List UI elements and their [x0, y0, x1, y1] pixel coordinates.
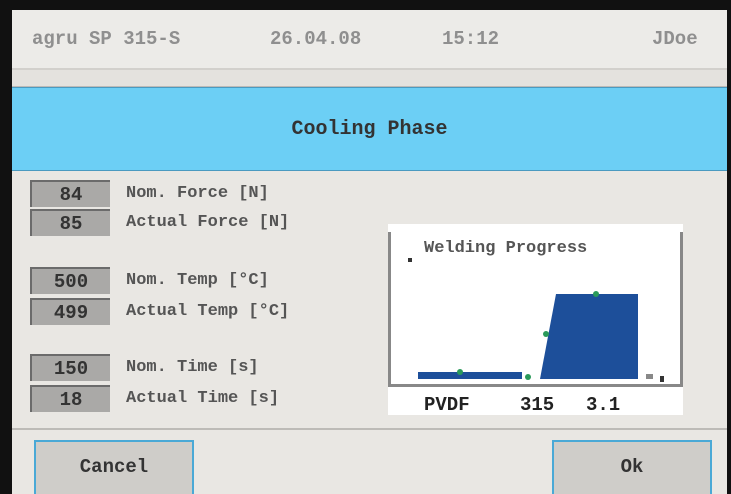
cursor	[660, 376, 664, 382]
user: JDoe	[652, 28, 698, 50]
value-box: 18	[30, 385, 110, 412]
band	[12, 70, 727, 87]
value-label: Actual Force [N]	[126, 213, 290, 232]
diameter: 315	[520, 394, 554, 415]
value-box: 85	[30, 209, 110, 236]
progress-panel: Welding Progress PVDF 315 3.1	[388, 224, 683, 415]
date: 26.04.08	[270, 28, 362, 50]
point	[593, 291, 599, 297]
time: 15:12	[442, 28, 500, 50]
material: PVDF	[424, 394, 470, 415]
value-label: Actual Temp [°C]	[126, 302, 290, 321]
frame-right	[680, 232, 683, 387]
value-label: Nom. Time [s]	[126, 358, 259, 377]
point	[457, 369, 463, 375]
end-marker	[646, 374, 653, 379]
frame-left	[388, 232, 391, 387]
ok-button[interactable]: Ok	[552, 440, 712, 494]
divider	[12, 428, 727, 430]
point	[543, 331, 549, 337]
marker	[408, 258, 412, 262]
heat-phase	[418, 372, 522, 379]
machine: agru SP 315-S	[32, 28, 181, 50]
progress-graphic: Welding Progress PVDF 315 3.1	[388, 232, 683, 415]
progress-title: Welding Progress	[424, 239, 587, 258]
screen: agru SP 315-S 26.04.08 15:12 JDoe Coolin…	[12, 10, 727, 494]
sdr: 3.1	[586, 394, 620, 415]
value-box: 150	[30, 354, 110, 381]
point	[525, 374, 531, 380]
value-label: Nom. Temp [°C]	[126, 271, 269, 290]
value-box: 84	[30, 180, 110, 207]
value-label: Nom. Force [N]	[126, 184, 269, 203]
value-box: 499	[30, 298, 110, 325]
phase-title: Cooling Phase	[12, 87, 727, 171]
frame-bottom	[388, 384, 683, 387]
cancel-button[interactable]: Cancel	[34, 440, 194, 494]
value-box: 500	[30, 267, 110, 294]
value-label: Actual Time [s]	[126, 389, 280, 408]
status-bar: agru SP 315-S 26.04.08 15:12 JDoe	[12, 10, 727, 70]
cool-phase	[540, 294, 638, 379]
